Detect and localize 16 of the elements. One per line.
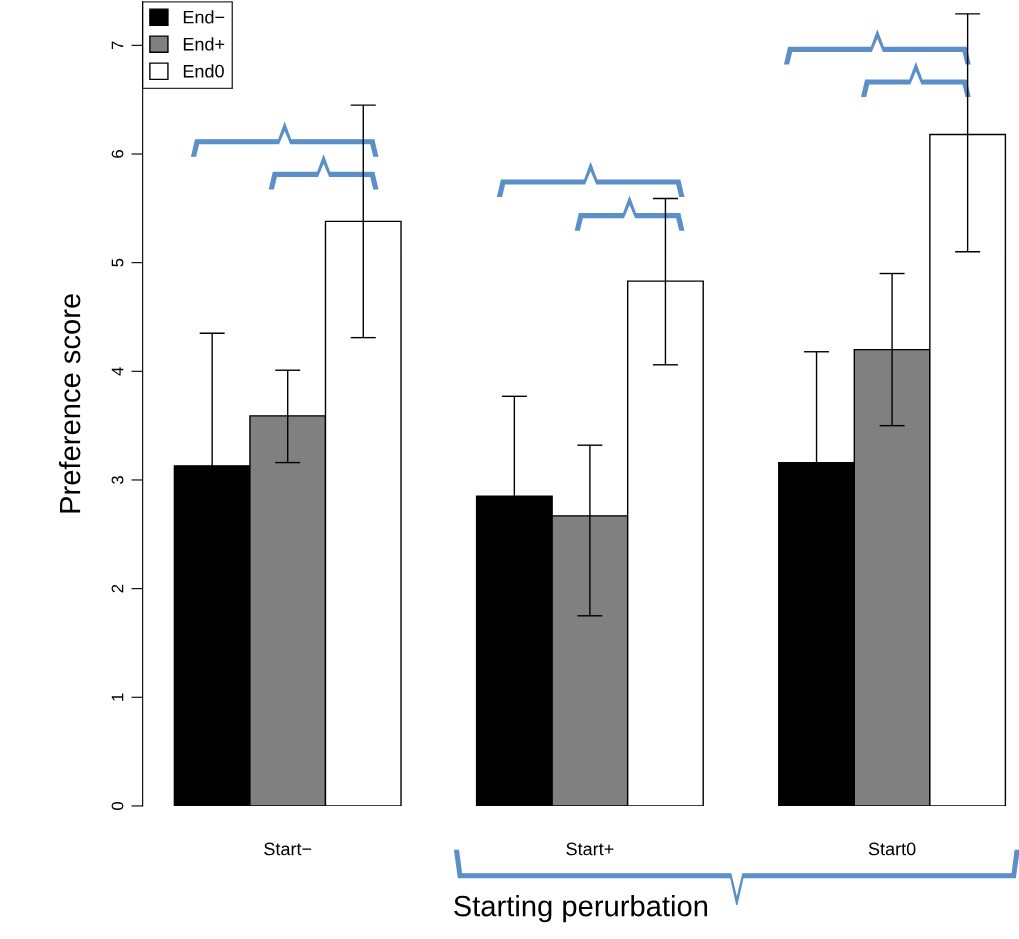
- y-axis-title: Preference score: [58, 294, 81, 513]
- legend-label: End−: [183, 10, 225, 24]
- y-tick-label: 6: [111, 150, 124, 158]
- x-axis-title: Starting perurbation: [454, 895, 708, 923]
- x-tick-label: Start−: [264, 842, 312, 856]
- y-tick-label: 7: [111, 41, 124, 50]
- y-tick-label: 5: [111, 258, 124, 267]
- y-tick-label: 1: [111, 693, 124, 701]
- x-tick-label: Start0: [868, 842, 916, 856]
- legend-label: End0: [183, 64, 224, 78]
- y-tick-label: 4: [111, 367, 124, 376]
- legend-label: End+: [183, 37, 225, 51]
- y-tick-label: 2: [111, 584, 124, 593]
- y-tick-label: 3: [111, 476, 124, 484]
- x-tick-label: Start+: [566, 842, 614, 856]
- y-tick-label: 0: [111, 801, 124, 810]
